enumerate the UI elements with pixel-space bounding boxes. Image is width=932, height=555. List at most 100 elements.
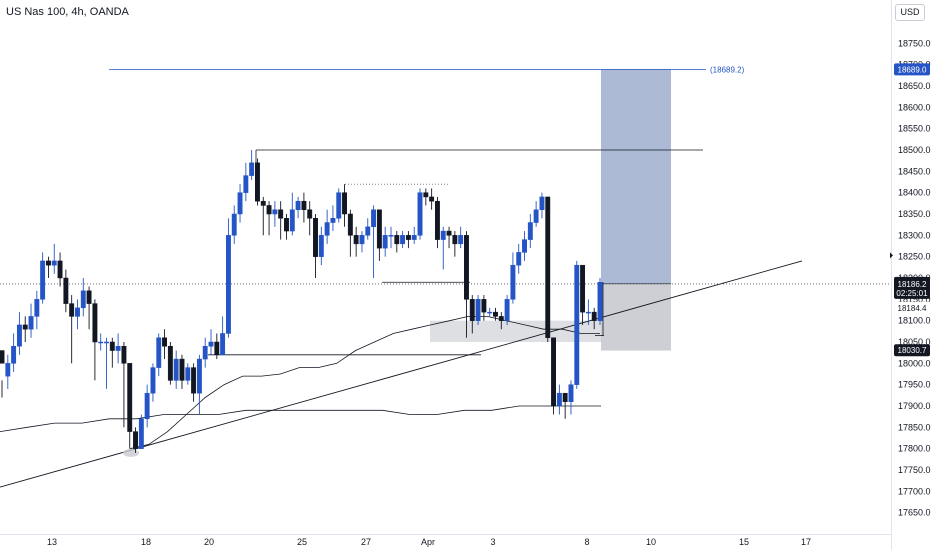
candle-body — [115, 346, 121, 351]
candle-body — [458, 235, 464, 245]
candle-body — [121, 346, 127, 364]
candle-body — [382, 235, 388, 249]
candle — [527, 214, 533, 249]
candle — [429, 188, 435, 210]
candle — [365, 218, 371, 240]
x-tick-label: Apr — [421, 537, 435, 547]
candle — [109, 337, 115, 368]
candle — [75, 299, 80, 330]
candle — [231, 205, 237, 244]
y-tick-label: 18250.0 — [898, 252, 931, 262]
candle-body — [585, 311, 591, 314]
candle — [446, 226, 452, 249]
candle-body — [359, 235, 365, 245]
countdown-text: 02:25:01 — [896, 289, 928, 298]
candle — [196, 354, 202, 415]
candle — [138, 414, 144, 449]
candle-body — [342, 192, 347, 215]
candle — [40, 252, 46, 304]
candle — [115, 333, 121, 364]
candle-body — [5, 363, 11, 377]
candle — [162, 329, 168, 360]
candle-body — [353, 235, 359, 245]
candle-body — [388, 235, 394, 237]
y-tick-label: 18000.0 — [898, 358, 931, 368]
candle — [179, 354, 185, 389]
level-badge-1-text: 18184.4 — [898, 304, 927, 313]
candle-body — [295, 200, 301, 210]
candle — [80, 278, 86, 317]
candle — [585, 299, 591, 325]
candle-body — [225, 235, 231, 334]
candle — [551, 337, 557, 415]
candle — [237, 184, 243, 223]
candle — [417, 188, 423, 240]
axis-marker — [890, 252, 893, 259]
candle — [452, 231, 458, 257]
candle — [57, 252, 63, 287]
y-tick-label: 18150.0 — [898, 294, 931, 304]
candle — [522, 231, 527, 261]
candle-body — [440, 230, 446, 240]
demand-zone — [430, 320, 602, 342]
candle — [249, 150, 255, 180]
y-tick-label: 18300.0 — [898, 230, 931, 240]
candle — [510, 252, 516, 304]
candle-body — [411, 235, 417, 240]
candle — [318, 226, 324, 266]
candle-body — [109, 341, 115, 351]
candle — [313, 214, 318, 278]
candles — [0, 150, 603, 453]
trendline — [0, 260, 803, 488]
ma-line-1 — [129, 315, 600, 450]
candle-body — [522, 239, 527, 253]
candle — [481, 295, 487, 321]
candle — [464, 231, 469, 338]
y-tick-label: 18600.0 — [898, 102, 931, 112]
candle — [568, 380, 574, 415]
candle-body — [191, 367, 197, 394]
candle-body — [568, 384, 574, 402]
candle-body — [138, 418, 144, 449]
level-badge-2 — [894, 344, 930, 357]
candle — [0, 350, 5, 398]
candle-body — [493, 311, 498, 317]
candle — [208, 329, 214, 355]
candle-body — [260, 200, 266, 206]
candle — [498, 312, 504, 330]
currency-selector[interactable]: USD — [895, 4, 925, 21]
candle — [493, 307, 498, 321]
y-tick-label: 18350.0 — [898, 209, 931, 219]
candle — [278, 201, 284, 240]
candle — [16, 312, 22, 355]
candle-body — [80, 290, 86, 309]
candle-body — [597, 282, 603, 321]
candle-body — [539, 196, 545, 210]
low-marker — [123, 448, 139, 457]
candle-body — [429, 196, 435, 202]
candle-body — [11, 346, 17, 364]
x-tick-label: 8 — [584, 537, 589, 547]
candle — [167, 342, 173, 385]
candle-body — [324, 222, 330, 236]
candle — [63, 269, 69, 313]
level-badge-1 — [894, 301, 930, 314]
candle — [458, 226, 464, 249]
candle — [22, 316, 28, 342]
x-tick-label: 17 — [801, 537, 811, 547]
current-price-badge — [894, 276, 930, 299]
candle-body — [423, 192, 429, 198]
candle-body — [220, 333, 226, 356]
target-price-badge-text: 18689.0 — [898, 65, 927, 74]
candle-body — [28, 316, 34, 330]
candle-body — [371, 209, 377, 228]
candle-body — [162, 337, 168, 347]
candle-body — [196, 358, 202, 394]
candle — [11, 333, 17, 372]
zones — [430, 69, 671, 351]
x-tick-label: 13 — [47, 537, 57, 547]
candle — [574, 260, 580, 389]
candle-body — [562, 392, 568, 402]
